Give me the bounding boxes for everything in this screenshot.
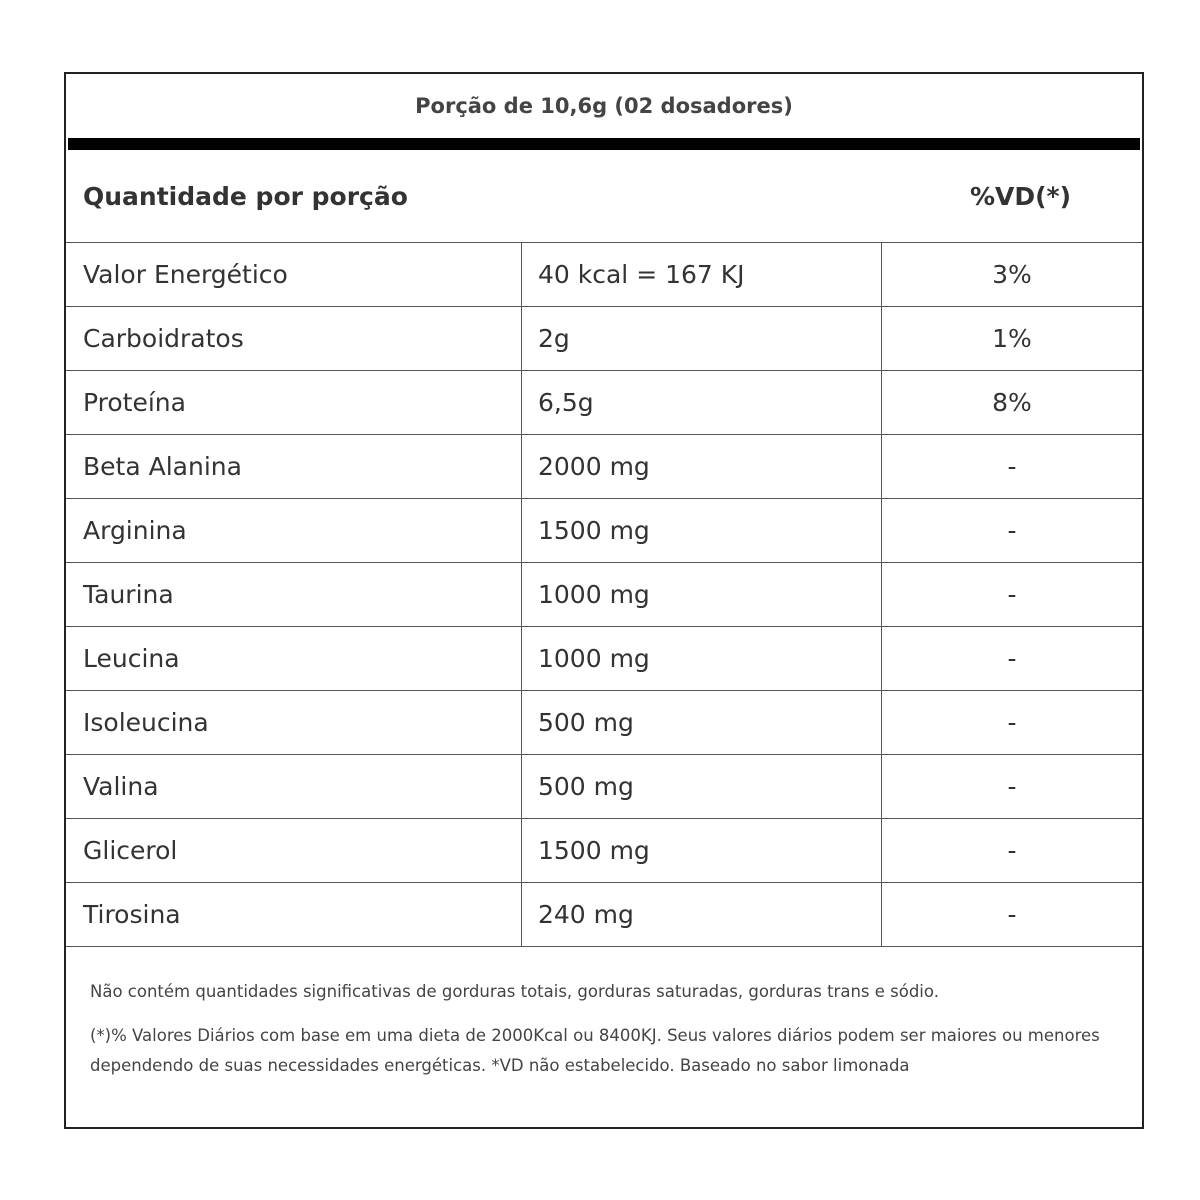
nutrient-dv: - [881, 626, 1142, 691]
nutrient-name: Carboidratos [66, 306, 522, 371]
table-row: Isoleucina 500 mg - [66, 690, 1142, 755]
nutrients-table: Valor Energético 40 kcal = 167 KJ 3% Carboi… [66, 243, 1142, 947]
footnote-1: Não contém quantidades significativas de… [90, 982, 939, 1001]
table-row: Carboidratos 2g 1% [66, 306, 1142, 371]
nutrient-amount: 1500 mg [521, 498, 882, 563]
table-header: Quantidade por porção %VD(*) [66, 150, 1142, 243]
nutrient-amount: 500 mg [521, 754, 882, 819]
nutrient-dv: - [881, 434, 1142, 499]
nutrient-name: Glicerol [66, 818, 522, 883]
footnote-2: (*)% Valores Diários com base em uma die… [90, 1026, 1100, 1075]
table-row: Beta Alanina 2000 mg - [66, 434, 1142, 499]
nutrient-name: Arginina [66, 498, 522, 563]
table-row: Valina 500 mg - [66, 754, 1142, 819]
nutrient-name: Taurina [66, 562, 522, 627]
nutrient-dv: - [881, 690, 1142, 755]
nutrient-amount: 2g [521, 306, 882, 371]
nutrient-dv: - [881, 882, 1142, 947]
nutrient-dv: 8% [881, 370, 1142, 435]
table-row: Glicerol 1500 mg - [66, 818, 1142, 883]
nutrient-name: Isoleucina [66, 690, 522, 755]
nutrient-amount: 40 kcal = 167 KJ [521, 243, 882, 307]
nutrient-amount: 240 mg [521, 882, 882, 947]
nutrient-amount: 1000 mg [521, 562, 882, 627]
quantity-header: Quantidade por porção [83, 181, 408, 211]
nutrient-name: Leucina [66, 626, 522, 691]
divider-bar [68, 138, 1140, 150]
table-row: Tirosina 240 mg - [66, 882, 1142, 947]
nutrient-name: Valor Energético [66, 243, 522, 307]
nutrient-name: Proteína [66, 370, 522, 435]
nutrient-name: Valina [66, 754, 522, 819]
nutrient-amount: 500 mg [521, 690, 882, 755]
nutrient-dv: - [881, 818, 1142, 883]
table-row: Proteína 6,5g 8% [66, 370, 1142, 435]
nutrient-amount: 1000 mg [521, 626, 882, 691]
nutrient-amount: 1500 mg [521, 818, 882, 883]
nutrient-dv: 3% [881, 243, 1142, 307]
table-row: Taurina 1000 mg - [66, 562, 1142, 627]
nutrient-name: Beta Alanina [66, 434, 522, 499]
nutrient-dv: 1% [881, 306, 1142, 371]
serving-size: Porção de 10,6g (02 dosadores) [415, 94, 793, 118]
table-row: Arginina 1500 mg - [66, 498, 1142, 563]
table-row: Valor Energético 40 kcal = 167 KJ 3% [66, 243, 1142, 307]
table-row: Leucina 1000 mg - [66, 626, 1142, 691]
footnotes: Não contém quantidades significativas de… [66, 947, 1142, 1081]
nutrient-amount: 2000 mg [521, 434, 882, 499]
dv-header: %VD(*) [969, 181, 1072, 211]
nutrient-amount: 6,5g [521, 370, 882, 435]
nutrient-dv: - [881, 498, 1142, 563]
nutrient-dv: - [881, 754, 1142, 819]
nutrition-facts-table: Porção de 10,6g (02 dosadores) Quantidad… [64, 72, 1144, 1129]
nutrient-dv: - [881, 562, 1142, 627]
nutrient-name: Tirosina [66, 882, 522, 947]
